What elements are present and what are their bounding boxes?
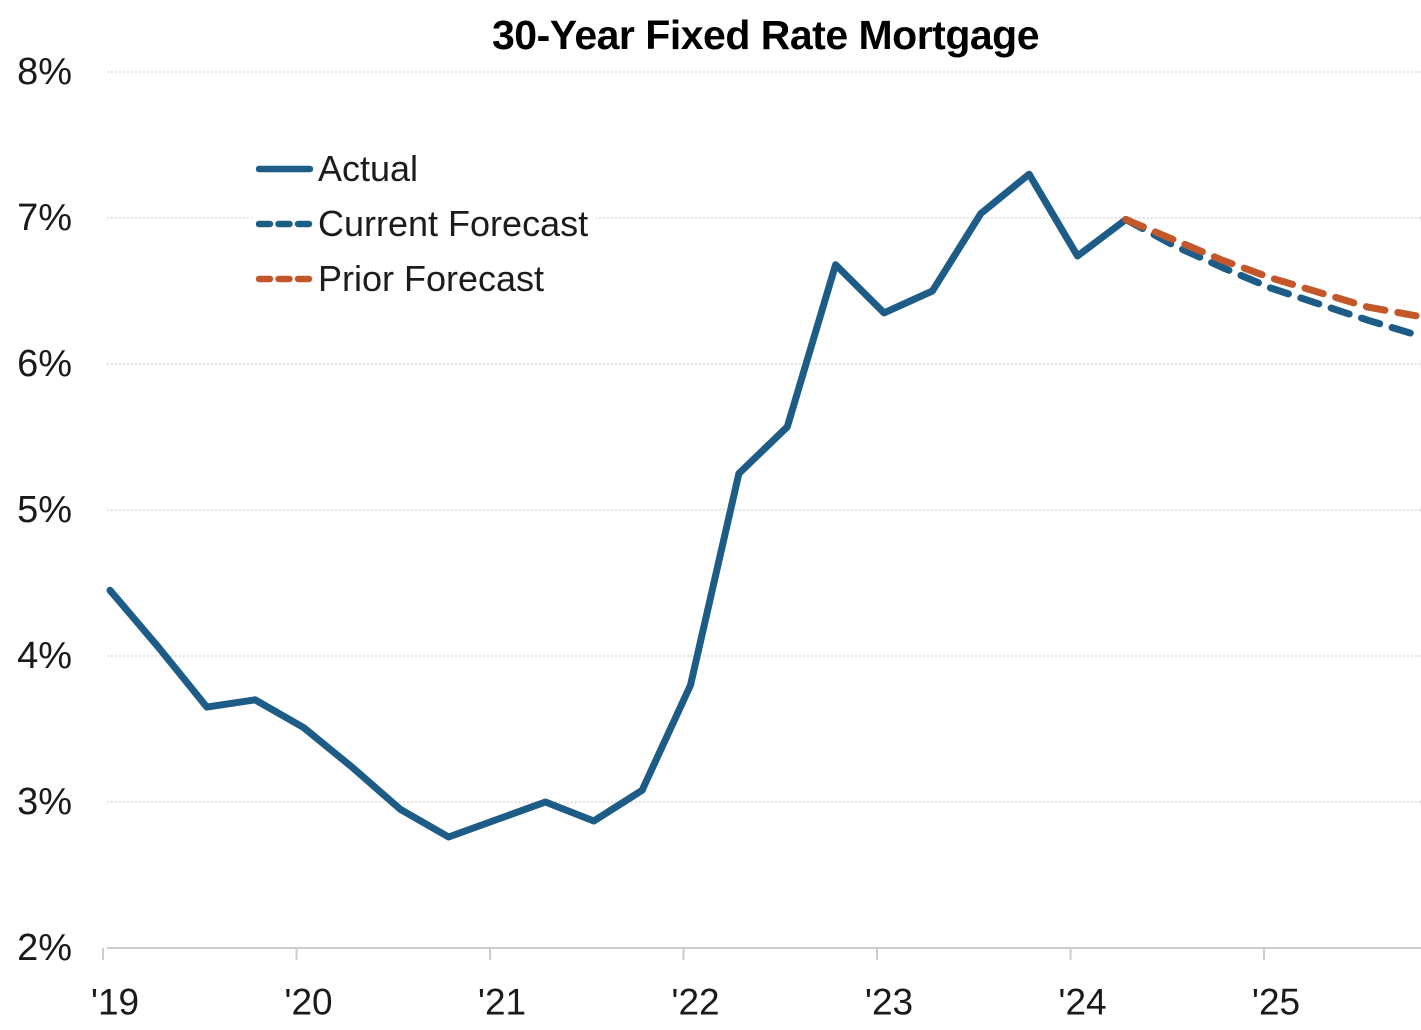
legend-label: Prior Forecast	[318, 257, 545, 299]
x-tick-label: '24	[1058, 982, 1106, 1023]
x-tick-label: '21	[478, 982, 526, 1023]
x-tick-label: '20	[284, 982, 332, 1023]
series-line-prior-forecast	[1122, 216, 1420, 320]
x-tick-label: '25	[1252, 982, 1300, 1023]
y-tick-label: 8%	[17, 51, 72, 93]
x-tick-label: '22	[671, 982, 719, 1023]
legend-item-prior-forecast: Prior Forecast	[256, 251, 588, 306]
legend: Actual Current Forecast Prior Forecast	[252, 139, 597, 308]
dashed-line-swatch-icon	[256, 220, 313, 227]
legend-item-actual: Actual	[256, 141, 588, 196]
series-line-current-forecast	[1122, 216, 1420, 339]
y-tick-label: 2%	[17, 927, 72, 969]
legend-item-current-forecast: Current Forecast	[256, 196, 588, 251]
legend-label: Actual	[318, 147, 419, 189]
legend-label: Current Forecast	[318, 202, 589, 244]
y-tick-label: 4%	[17, 635, 72, 677]
solid-line-swatch-icon	[256, 165, 313, 172]
x-tick-label: '23	[865, 982, 913, 1023]
x-tick-label: '19	[91, 982, 139, 1023]
chart-title: 30-Year Fixed Rate Mortgage	[491, 12, 1040, 58]
y-tick-label: 7%	[17, 197, 72, 239]
y-tick-label: 3%	[17, 781, 72, 823]
series-line-actual	[106, 170, 1130, 841]
y-tick-label: 6%	[17, 343, 72, 385]
y-tick-label: 5%	[17, 489, 72, 531]
dashed-line-swatch-icon	[256, 275, 313, 282]
